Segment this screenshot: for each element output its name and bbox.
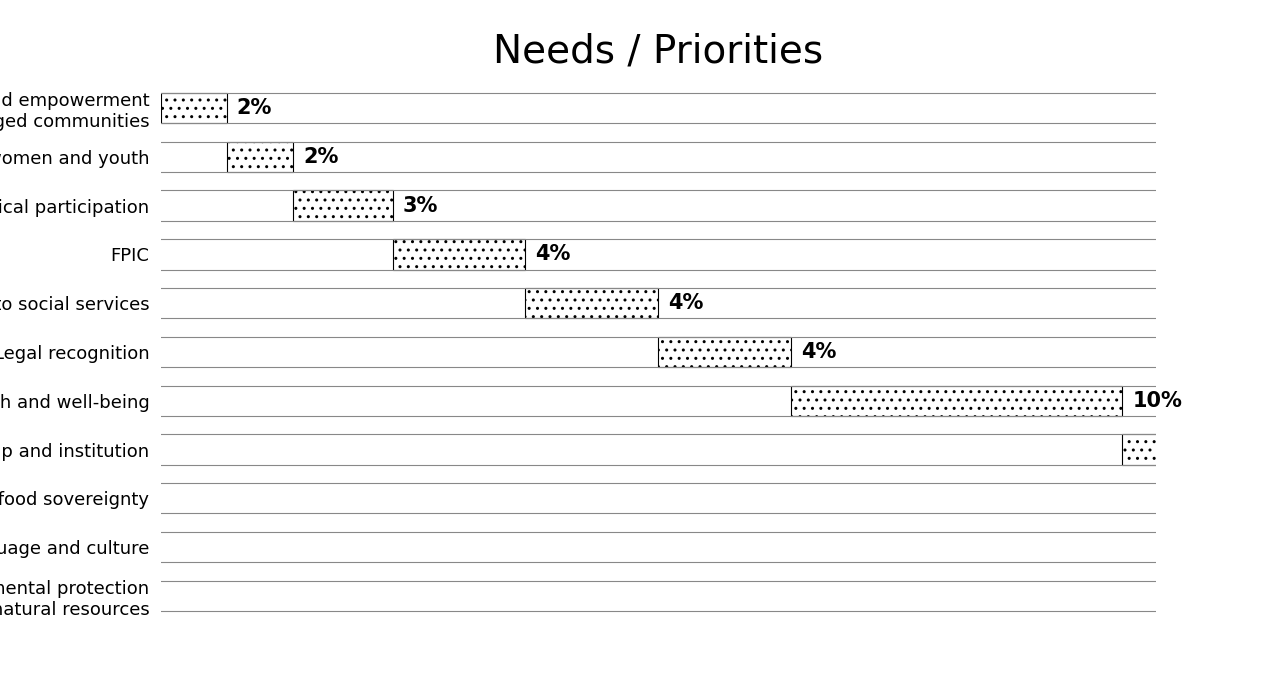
Text: 2%: 2% [236,98,272,118]
Bar [160,93,227,123]
Text: 2%: 2% [303,147,339,167]
Text: 4%: 4% [668,293,704,313]
Bar [657,337,791,367]
Text: 4%: 4% [801,342,836,362]
Text: 4%: 4% [535,245,570,264]
Bar [791,385,1122,416]
Bar [293,190,393,221]
Bar [393,239,525,270]
Bar [1122,434,1284,465]
Bar [227,141,293,172]
Text: 10%: 10% [1132,391,1183,411]
Bar [525,288,657,319]
Title: Needs / Priorities: Needs / Priorities [493,33,823,71]
Text: 3%: 3% [403,196,438,215]
